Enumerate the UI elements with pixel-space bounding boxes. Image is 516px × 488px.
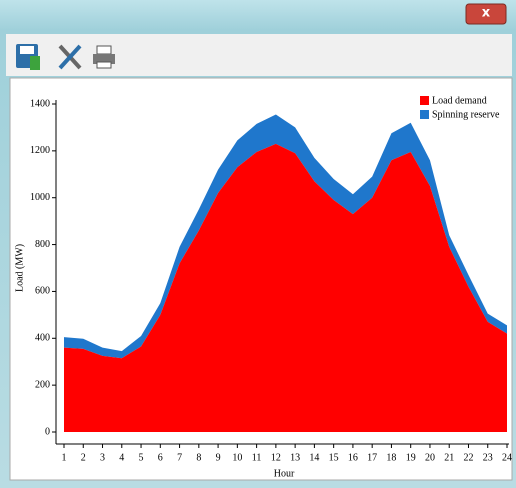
x-tick-label: 24: [502, 452, 512, 463]
area: [64, 144, 507, 432]
x-tick-label: 14: [309, 452, 319, 463]
y-tick-label: 400: [35, 333, 50, 344]
x-tick-label: 5: [139, 452, 144, 463]
chart: Hour Load (MW) 0 200 400 600 800 1000 1200 1400…: [0, 0, 516, 488]
y-tick-label: 800: [35, 239, 50, 250]
x-tick-label: 19: [406, 452, 416, 463]
legend-swatch: [420, 110, 429, 119]
x-tick-label: 17: [367, 452, 377, 463]
x-tick-label: 1: [62, 452, 67, 463]
x-tick-label: 20: [425, 452, 435, 463]
y-tick-label: 1200: [30, 145, 50, 156]
x-tick-label: 22: [463, 452, 473, 463]
x-axis-label: Hour: [274, 468, 295, 479]
legend-label: Load demand: [432, 95, 487, 106]
x-tick-label: 11: [252, 452, 262, 463]
y-tick-label: 200: [35, 379, 50, 390]
x-tick-label: 21: [444, 452, 454, 463]
legend-swatch: [420, 96, 429, 105]
x-tick-label: 3: [100, 452, 105, 463]
x-tick-label: 9: [216, 452, 221, 463]
window: x Hour Load (MW) 02004006008001000120014…: [0, 0, 516, 488]
x-tick-label: 7: [177, 452, 182, 463]
x-tick-label: 15: [329, 452, 339, 463]
x-tick-label: 8: [196, 452, 201, 463]
x-tick-label: 2: [81, 452, 86, 463]
x-tick-label: 18: [386, 452, 396, 463]
y-tick-label: 1400: [30, 98, 50, 109]
x-tick-label: 16: [348, 452, 358, 463]
x-tick-label: 10: [232, 452, 242, 463]
x-tick-label: 4: [119, 452, 124, 463]
x-tick-label: 13: [290, 452, 300, 463]
x-tick-label: 12: [271, 452, 281, 463]
y-tick-label: 0: [45, 426, 50, 437]
y-axis-label: Load (MW): [14, 244, 25, 292]
x-tick-label: 23: [483, 452, 493, 463]
x-tick-label: 6: [158, 452, 163, 463]
y-tick-label: 1000: [30, 192, 50, 203]
legend-label: Spinning reserve: [432, 109, 500, 120]
y-tick-label: 600: [35, 286, 50, 297]
